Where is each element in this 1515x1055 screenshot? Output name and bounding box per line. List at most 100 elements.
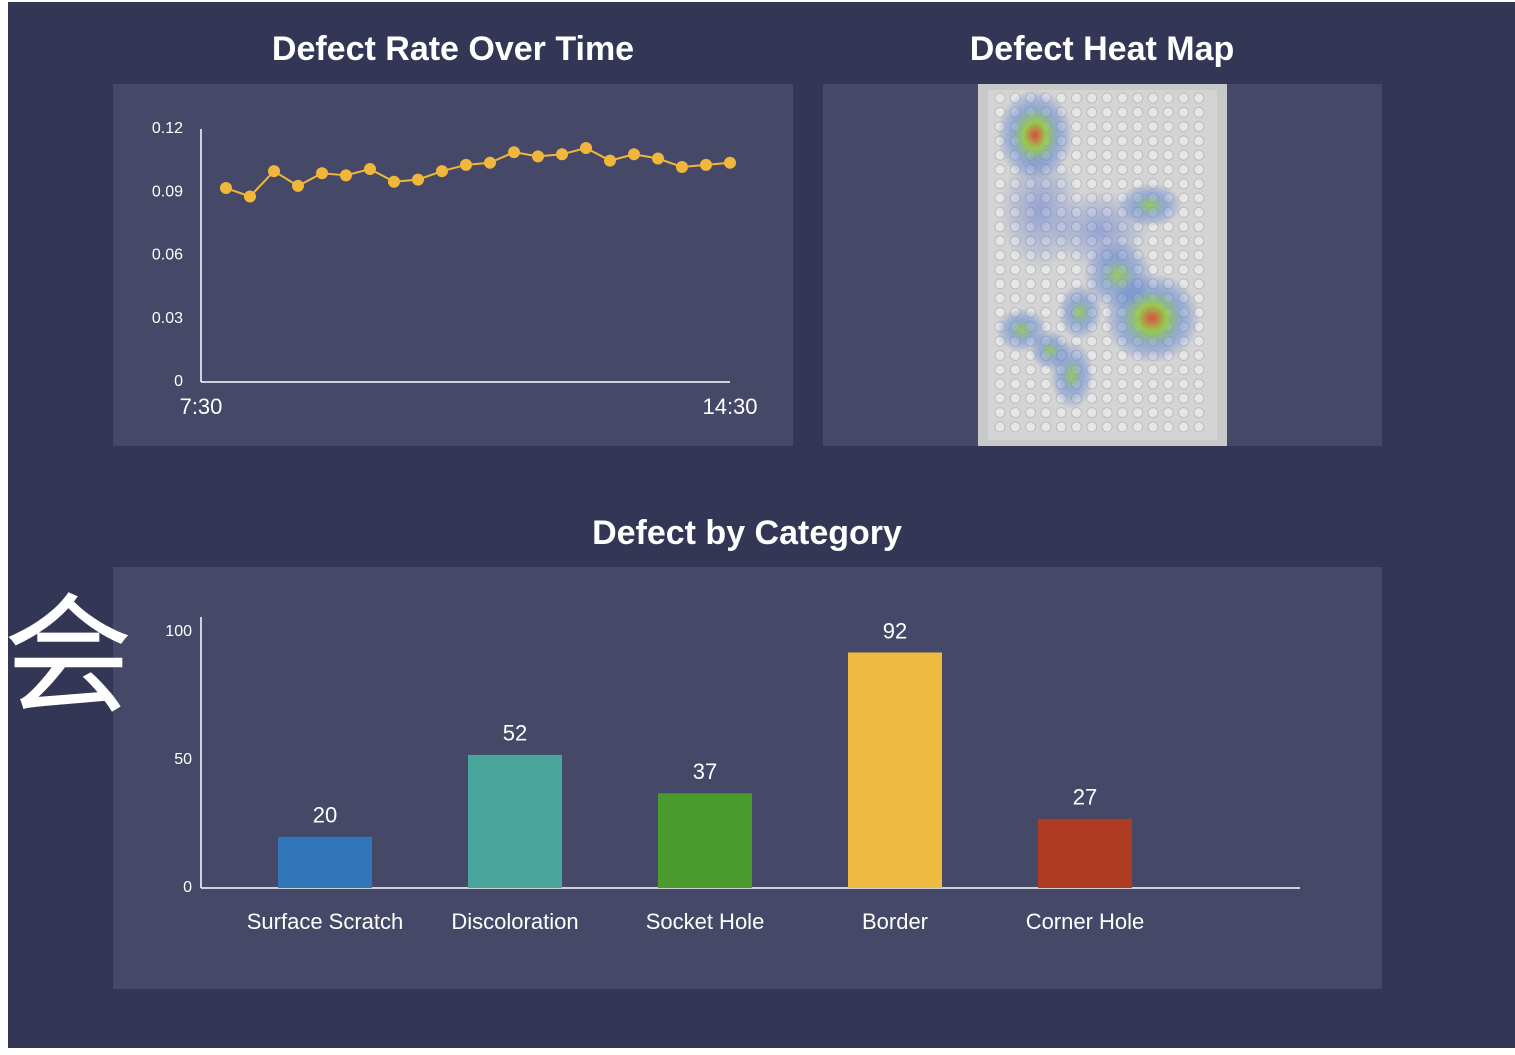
hole (1072, 93, 1082, 103)
hole (1179, 236, 1189, 246)
hole (1010, 393, 1020, 403)
hole (1117, 93, 1127, 103)
hole (995, 165, 1005, 175)
hole (1026, 379, 1036, 389)
hole (1163, 165, 1173, 175)
hole (1194, 93, 1204, 103)
hole (1148, 250, 1158, 260)
hole (1133, 150, 1143, 160)
hole (1163, 365, 1173, 375)
hole (1179, 122, 1189, 132)
hole (1041, 408, 1051, 418)
hole (1133, 165, 1143, 175)
hole (1163, 122, 1173, 132)
y-tick-label: 0.12 (152, 120, 183, 137)
page: {"overlay_text": "会", "chart_data": [ {"… (0, 0, 1515, 1055)
hole (1179, 107, 1189, 117)
bar (848, 652, 942, 888)
hole (1117, 179, 1127, 189)
point (412, 174, 424, 186)
hole (1102, 393, 1112, 403)
y-tick-label: 0 (174, 373, 183, 390)
point (532, 150, 544, 162)
hole (1179, 393, 1189, 403)
x-tick-label: Discoloration (451, 909, 578, 934)
hole (1102, 165, 1112, 175)
hole (1179, 422, 1189, 432)
hole (1194, 165, 1204, 175)
hole (1041, 379, 1051, 389)
hole (1102, 122, 1112, 132)
hole (1072, 408, 1082, 418)
hole (1010, 365, 1020, 375)
hole (1179, 379, 1189, 389)
hole (1072, 422, 1082, 432)
hole (1148, 150, 1158, 160)
bar (658, 793, 752, 888)
hole (1194, 122, 1204, 132)
hole (1087, 93, 1097, 103)
hole (1102, 93, 1112, 103)
hole (1056, 279, 1066, 289)
point (436, 165, 448, 177)
bar (468, 755, 562, 888)
hole (1179, 250, 1189, 260)
hole (1179, 179, 1189, 189)
hole (1133, 408, 1143, 418)
point (676, 161, 688, 173)
hole (1148, 365, 1158, 375)
x-tick-label: Socket Hole (646, 909, 765, 934)
hole (1056, 265, 1066, 275)
hole (1087, 179, 1097, 189)
chart-title: Defect by Category (592, 514, 902, 552)
hole (1072, 136, 1082, 146)
x-tick-label: Surface Scratch (247, 909, 404, 934)
value-label: 92 (883, 618, 907, 643)
hole (995, 393, 1005, 403)
y-tick-label: 0.03 (152, 310, 183, 327)
bar (278, 837, 372, 888)
hole (1194, 107, 1204, 117)
bar (1038, 819, 1132, 888)
hole (1087, 107, 1097, 117)
point (316, 167, 328, 179)
hole (1133, 136, 1143, 146)
hole (1102, 408, 1112, 418)
hole (1163, 393, 1173, 403)
point (628, 148, 640, 160)
hole (1148, 122, 1158, 132)
hole (1194, 136, 1204, 146)
hole (1102, 136, 1112, 146)
hole (1194, 336, 1204, 346)
point (244, 190, 256, 202)
hole (1117, 122, 1127, 132)
hole (1026, 279, 1036, 289)
hole (1133, 422, 1143, 432)
hole (1102, 150, 1112, 160)
hole (1133, 393, 1143, 403)
hole (1010, 408, 1020, 418)
hole (1087, 165, 1097, 175)
point (652, 153, 664, 165)
hole (1179, 165, 1189, 175)
hole (995, 93, 1005, 103)
hole (1117, 408, 1127, 418)
hole (1010, 279, 1020, 289)
hole (995, 236, 1005, 246)
hotspot (1058, 284, 1102, 340)
hole (1194, 279, 1204, 289)
hole (1010, 293, 1020, 303)
hole (1041, 279, 1051, 289)
hole (1148, 165, 1158, 175)
hole (1163, 250, 1173, 260)
hole (1102, 350, 1112, 360)
hole (1041, 293, 1051, 303)
hole (1056, 422, 1066, 432)
hole (1194, 379, 1204, 389)
value-label: 20 (313, 803, 337, 828)
hole (1133, 122, 1143, 132)
hole (1087, 422, 1097, 432)
point (460, 159, 472, 171)
point (508, 146, 520, 158)
hole (1148, 136, 1158, 146)
